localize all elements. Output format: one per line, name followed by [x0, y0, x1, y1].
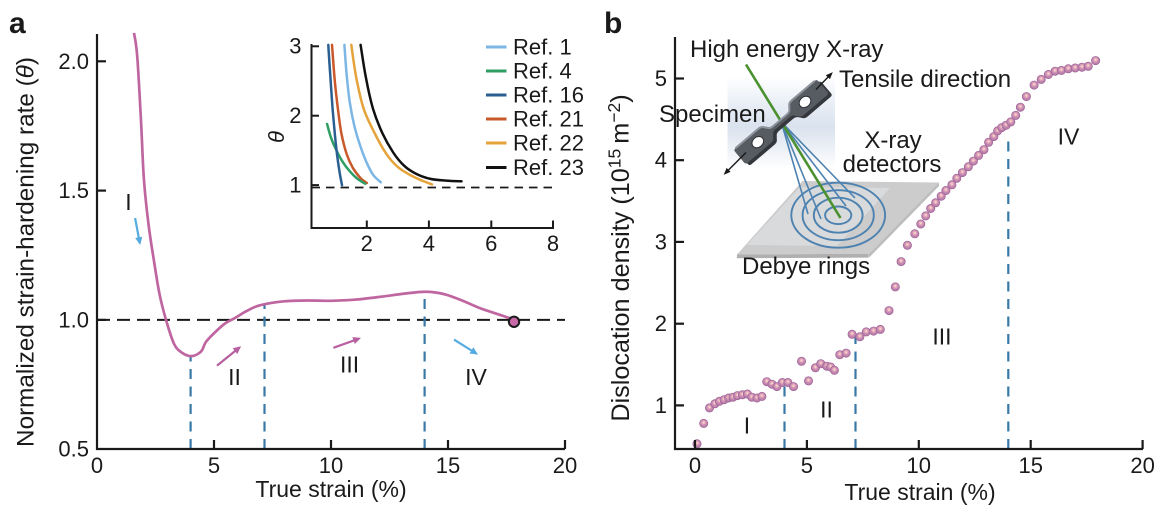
svg-text:6: 6: [485, 231, 497, 256]
svg-text:15: 15: [436, 453, 460, 478]
svg-text:5: 5: [801, 453, 813, 478]
svg-text:20: 20: [1130, 453, 1154, 478]
svg-text:Ref. 16: Ref. 16: [513, 83, 584, 108]
svg-text:0: 0: [91, 453, 103, 478]
svg-text:True strain (%): True strain (%): [255, 476, 406, 502]
svg-text:10: 10: [907, 453, 931, 478]
svg-text:3: 3: [289, 34, 301, 59]
svg-text:5: 5: [208, 453, 220, 478]
svg-text:Dislocation density (1015 m−2): Dislocation density (1015 m−2): [604, 94, 635, 421]
svg-text:a: a: [9, 7, 26, 40]
svg-text:I: I: [125, 189, 131, 215]
svg-text:θ: θ: [264, 131, 289, 143]
svg-text:Tensile direction: Tensile direction: [839, 66, 1011, 93]
svg-text:2: 2: [289, 103, 301, 128]
svg-text:Ref. 21: Ref. 21: [513, 107, 584, 132]
svg-text:X-ray: X-ray: [864, 127, 921, 154]
svg-text:I: I: [744, 413, 750, 439]
svg-text:0: 0: [689, 453, 701, 478]
svg-text:Specimen: Specimen: [659, 101, 766, 128]
svg-text:5: 5: [655, 66, 667, 91]
svg-text:Debye rings: Debye rings: [742, 253, 870, 280]
svg-text:High energy X-ray: High energy X-ray: [690, 36, 883, 63]
svg-text:b: b: [604, 7, 622, 40]
svg-text:15: 15: [1018, 453, 1042, 478]
svg-text:2: 2: [361, 231, 373, 256]
svg-text:Normalized strain-hardening ra: Normalized strain-hardening rate (θ): [13, 57, 40, 447]
svg-text:2: 2: [655, 311, 667, 336]
svg-text:Ref. 4: Ref. 4: [513, 59, 572, 84]
svg-text:II: II: [228, 364, 241, 390]
svg-text:III: III: [932, 324, 951, 350]
svg-text:Ref. 1: Ref. 1: [513, 35, 572, 60]
svg-text:1.0: 1.0: [58, 308, 89, 333]
svg-text:3: 3: [655, 229, 667, 254]
svg-text:4: 4: [423, 231, 435, 256]
svg-text:10: 10: [319, 453, 343, 478]
svg-text:1: 1: [289, 173, 301, 198]
svg-text:True strain (%): True strain (%): [844, 479, 995, 505]
svg-text:II: II: [820, 397, 833, 423]
svg-text:4: 4: [655, 148, 667, 173]
svg-text:IV: IV: [1058, 124, 1080, 150]
svg-text:IV: IV: [465, 364, 487, 390]
svg-text:1.5: 1.5: [58, 178, 89, 203]
svg-text:8: 8: [547, 231, 559, 256]
svg-text:2.0: 2.0: [58, 49, 89, 74]
svg-text:III: III: [340, 352, 359, 378]
svg-text:20: 20: [553, 453, 577, 478]
svg-text:detectors: detectors: [843, 151, 942, 178]
svg-text:0.5: 0.5: [58, 437, 89, 462]
svg-text:1: 1: [655, 393, 667, 418]
svg-text:Ref. 23: Ref. 23: [513, 155, 584, 180]
svg-text:Ref. 22: Ref. 22: [513, 131, 584, 156]
